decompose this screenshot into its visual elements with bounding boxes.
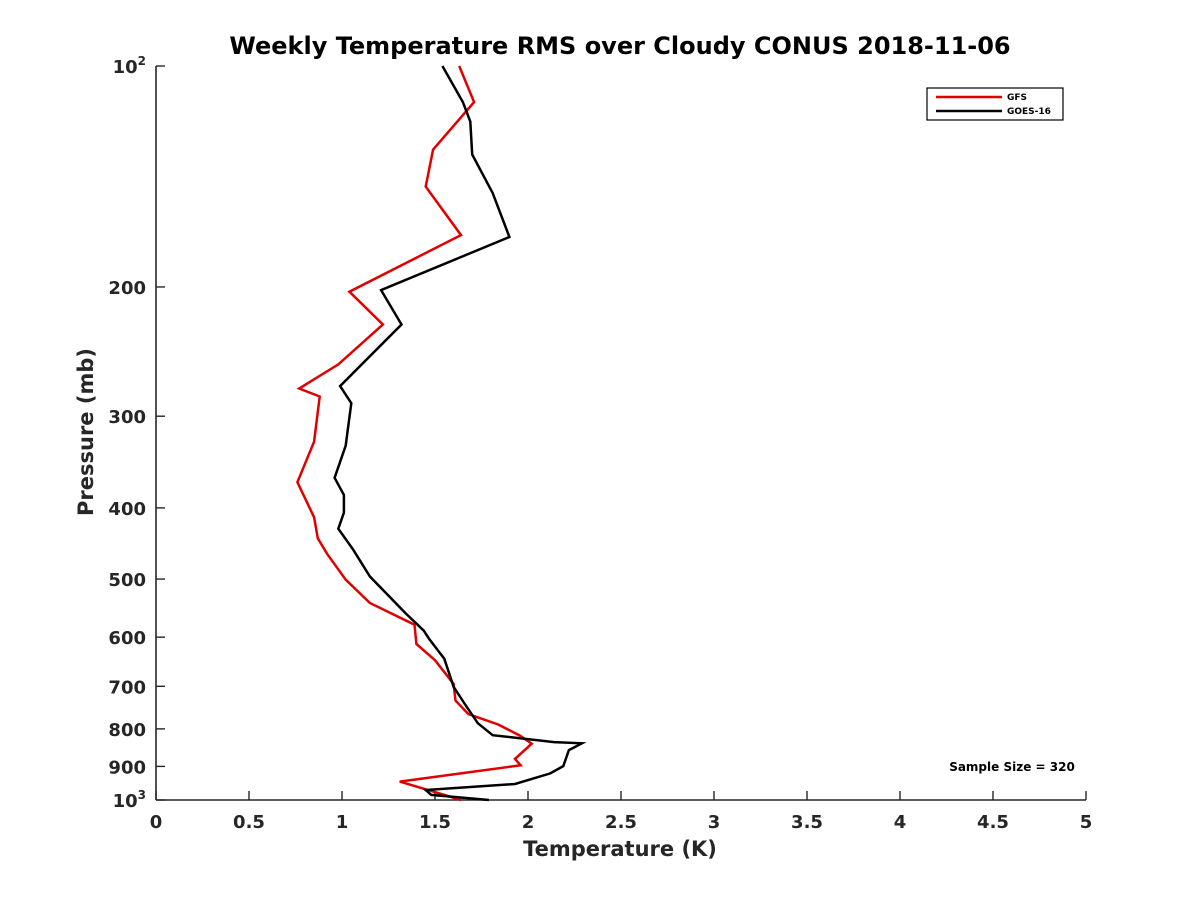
y-tick-label: 500 <box>108 570 146 591</box>
legend-entry-goes-16: GOES-16 <box>1007 107 1051 117</box>
chart-title: Weekly Temperature RMS over Cloudy CONUS… <box>229 32 1010 60</box>
legend-entry-gfs: GFS <box>1007 93 1027 103</box>
x-tick-label: 3.5 <box>791 812 823 833</box>
y-tick-label: 400 <box>108 499 146 520</box>
data-series <box>296 65 587 802</box>
y-tick-label: 600 <box>108 628 146 649</box>
x-tick-label: 0.5 <box>233 812 265 833</box>
y-axis-label: Pressure (mb) <box>74 348 98 516</box>
x-tick-label: 0 <box>150 812 163 833</box>
legend: GFS GOES-16 <box>926 87 1064 121</box>
x-tick-label: 1 <box>336 812 349 833</box>
axes: 0 0.5 1 1.5 2 2.5 3 3.5 4 4.5 5 102 200 300 400 500 600 7… <box>108 54 1092 833</box>
x-tick-label: 3 <box>708 812 721 833</box>
x-axis-label: Temperature (K) <box>523 837 717 861</box>
y-tick-label: 102 <box>113 54 146 78</box>
x-tick-label: 1.5 <box>419 812 451 833</box>
y-tick-label: 800 <box>108 720 146 741</box>
y-tick-label: 103 <box>113 788 146 812</box>
x-tick-label: 4 <box>894 812 907 833</box>
legend-box <box>926 87 1064 121</box>
sample-size-annotation: Sample Size = 320 <box>949 760 1075 774</box>
x-tick-label: 2.5 <box>605 812 637 833</box>
y-tick-label: 900 <box>108 757 146 778</box>
y-tick-label: 700 <box>108 677 146 698</box>
x-tick-label: 5 <box>1080 812 1093 833</box>
series-line-gfs <box>296 65 534 802</box>
y-tick-label: 200 <box>108 278 146 299</box>
x-tick-label: 2 <box>522 812 535 833</box>
y-tick-label: 300 <box>108 407 146 428</box>
x-tick-label: 4.5 <box>977 812 1009 833</box>
series-line-goes-16 <box>333 65 587 802</box>
